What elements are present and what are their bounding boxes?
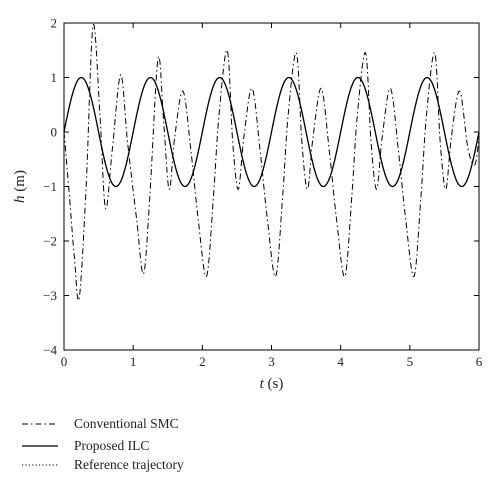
y-tick-label: −3 xyxy=(43,288,57,303)
y-tick-label: 2 xyxy=(51,16,58,31)
x-tick-label: 6 xyxy=(476,354,483,369)
legend-label-ilc: Proposed ILC xyxy=(74,438,149,453)
y-axis-label-unit: (m) xyxy=(12,170,28,195)
legend-label-smc: Conventional SMC xyxy=(74,416,179,431)
plot-frame xyxy=(63,22,480,351)
legend: Conventional SMC Proposed ILC Reference … xyxy=(22,416,184,472)
y-tick-label: −4 xyxy=(43,343,57,358)
x-tick-label: 2 xyxy=(199,354,206,369)
tick-layer: 0 1 2 3 4 5 6 2 1 0 −1 −2 −3 −4 xyxy=(43,16,483,370)
y-axis-label: h (m) xyxy=(12,170,28,203)
y-axis-label-var: h xyxy=(12,195,28,203)
series-layer xyxy=(63,23,480,301)
x-tick-label: 0 xyxy=(61,354,68,369)
x-tick-label: 1 xyxy=(130,354,137,369)
x-axis-label-unit: (s) xyxy=(264,376,284,392)
x-tick-label: 4 xyxy=(337,354,344,369)
x-tick-label: 5 xyxy=(407,354,414,369)
y-tick-label: 0 xyxy=(51,125,58,140)
series-conventional-smc xyxy=(63,23,480,301)
x-axis-label: t (s) xyxy=(260,376,284,392)
y-tick-label: −1 xyxy=(43,179,57,194)
series-proposed-ilc xyxy=(63,76,480,188)
x-tick-label: 3 xyxy=(268,354,275,369)
y-tick-label: −2 xyxy=(43,234,57,249)
legend-label-reference: Reference trajectory xyxy=(74,457,184,472)
y-tick-label: 1 xyxy=(51,70,58,85)
x-axis-label-var: t xyxy=(260,376,265,392)
